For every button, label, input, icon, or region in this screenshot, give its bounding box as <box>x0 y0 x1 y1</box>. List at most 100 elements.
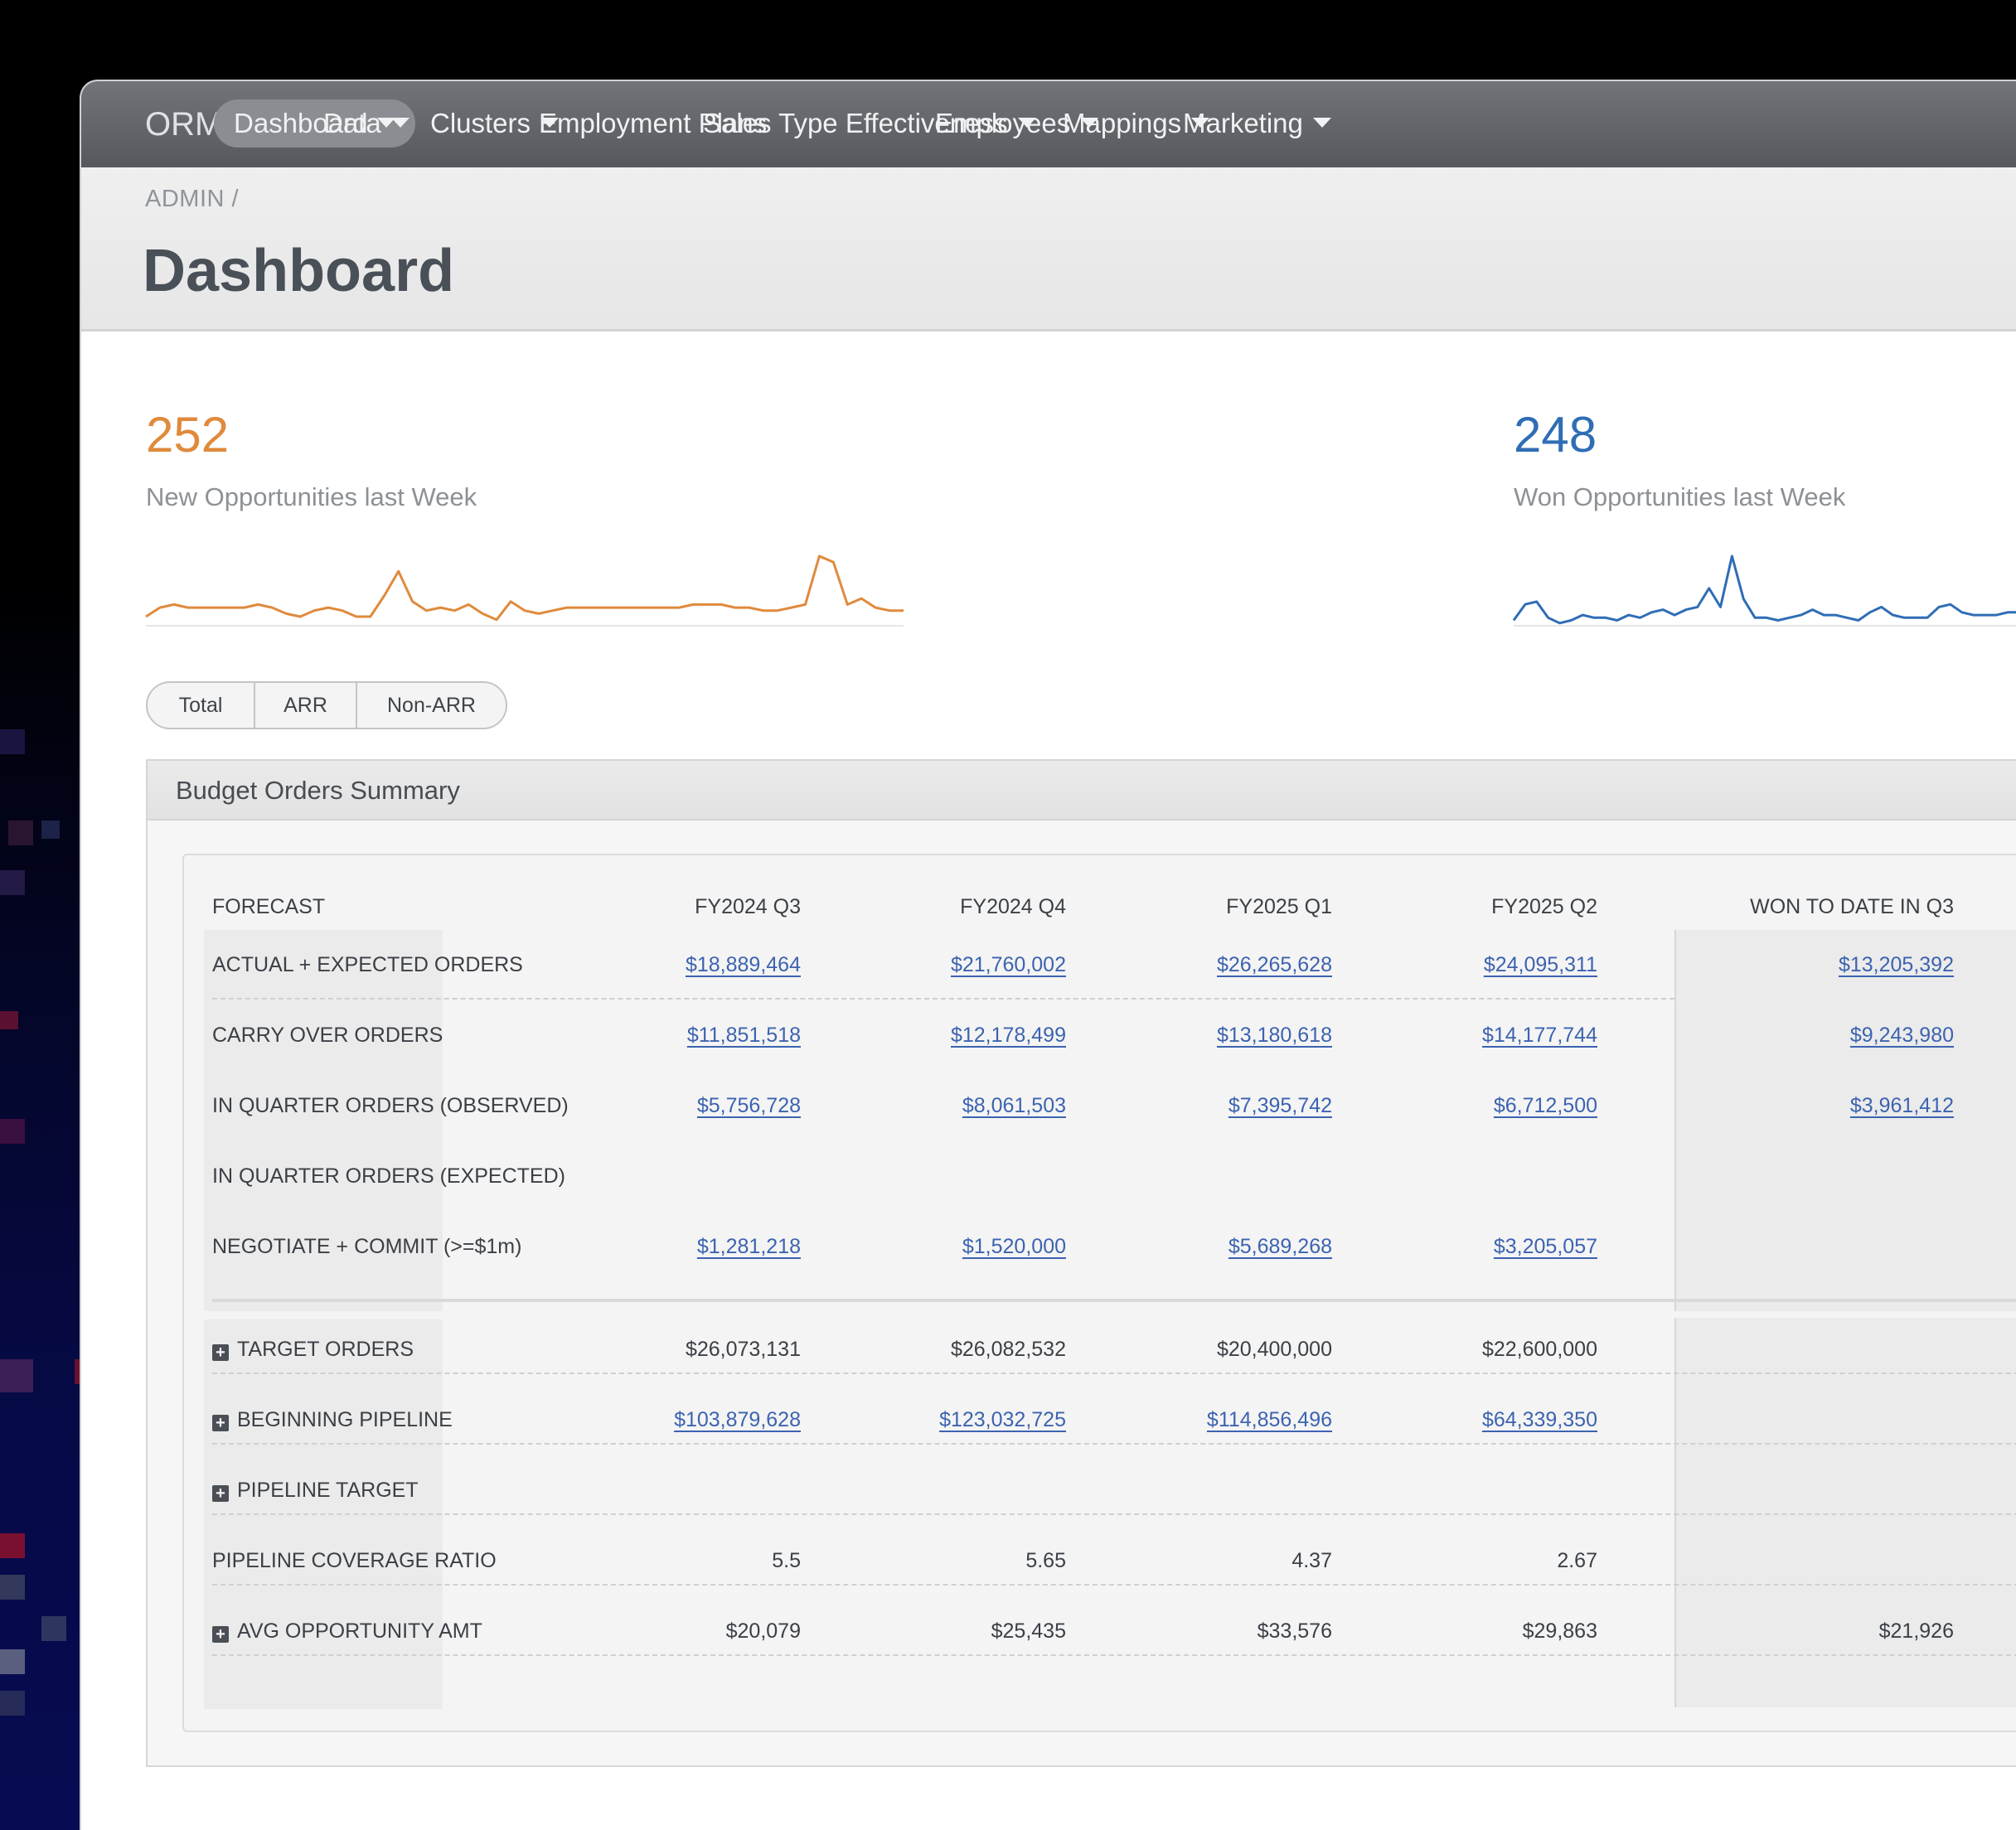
expand-plus-icon[interactable]: + <box>212 1415 229 1431</box>
expand-plus-icon[interactable]: + <box>212 1344 229 1361</box>
nav-item-sales-type-effectiveness[interactable]: Sales Type Effectiveness <box>703 99 1036 148</box>
top-navbar: ORM Dashboard Data Clusters Employment Plan… <box>81 81 2016 167</box>
nav-item-mappings[interactable]: Mappings <box>1063 99 1210 148</box>
nav-item-label: Clusters <box>430 108 531 138</box>
column-header: FY2024 Q3 <box>695 895 801 918</box>
row-divider <box>212 1372 2016 1374</box>
value-link[interactable]: $26,265,628 <box>1216 953 1332 976</box>
background-pixel <box>0 1119 25 1144</box>
background-pixel <box>0 1533 25 1558</box>
background-pixel <box>0 1575 25 1600</box>
sparkline-series <box>1512 554 2016 625</box>
row-label-text: PIPELINE COVERAGE RATIO <box>212 1549 497 1572</box>
nav-item-label: Employees <box>935 108 1071 138</box>
value-cell: $26,073,131 <box>685 1338 801 1361</box>
expand-plus-icon[interactable]: + <box>212 1485 229 1502</box>
value-link[interactable]: $64,339,350 <box>1481 1408 1597 1431</box>
nav-item-label: Sales Type Effectiveness <box>703 108 1008 138</box>
won-column-shade <box>1674 1318 2016 1707</box>
value-cell: $22,600,000 <box>1481 1338 1597 1361</box>
value-link[interactable]: $6,712,500 <box>1493 1094 1597 1117</box>
value-cell: $21,926 <box>1878 1619 1954 1643</box>
value-link[interactable]: $114,856,496 <box>1206 1408 1332 1431</box>
row-divider <box>212 998 1674 1000</box>
nav-item-employment-plans[interactable]: Employment Plans <box>539 99 767 148</box>
caret-down-icon <box>1312 118 1331 128</box>
won-column-shade <box>1674 930 2016 1311</box>
sparkline-series <box>145 554 904 622</box>
segment-non-arr-button[interactable]: Non-ARR <box>387 694 476 717</box>
value-cell: $25,435 <box>991 1619 1066 1643</box>
column-header: FORECAST <box>212 895 326 918</box>
value-link[interactable]: $5,756,728 <box>696 1094 801 1117</box>
value-link[interactable]: $7,395,742 <box>1228 1094 1332 1117</box>
value-link[interactable]: $11,851,518 <box>686 1024 801 1047</box>
page-header <box>81 167 2016 332</box>
caret-down-icon <box>1017 118 1036 128</box>
background-pixel <box>0 1011 18 1029</box>
value-link[interactable]: $3,205,057 <box>1493 1235 1597 1258</box>
background-pixel <box>0 1359 33 1392</box>
value-link[interactable]: $13,205,392 <box>1838 953 1954 976</box>
nav-item-employees[interactable]: Employees <box>935 99 1099 148</box>
value-link[interactable]: $5,689,268 <box>1228 1235 1332 1258</box>
brand-logo[interactable]: ORM <box>145 106 223 143</box>
nav-item-label: Dashboard <box>234 108 368 138</box>
value-link[interactable]: $21,760,002 <box>950 953 1066 976</box>
value-cell: $20,079 <box>725 1619 801 1643</box>
nav-item-data[interactable]: Data <box>323 99 410 148</box>
new-opportunities-count: 252 <box>146 407 230 462</box>
nav-item-clusters[interactable]: Clusters <box>430 99 560 148</box>
row-label: NEGOTIATE + COMMIT (>=$1m) <box>212 1235 522 1258</box>
breadcrumb[interactable]: ADMIN / <box>145 186 240 212</box>
nav-item-marketing[interactable]: Marketing <box>1183 99 1331 148</box>
value-link[interactable]: $1,520,000 <box>962 1235 1066 1258</box>
background-pixel <box>41 821 60 839</box>
segment-arr-button[interactable]: ARR <box>255 683 357 728</box>
value-cell: $26,082,532 <box>950 1338 1066 1361</box>
column-header: FY2025 Q1 <box>1226 895 1332 918</box>
value-cell: 5.5 <box>772 1549 801 1572</box>
segment-total-button[interactable]: Total <box>148 683 255 728</box>
row-divider <box>212 1513 2016 1515</box>
panel-title: Budget Orders Summary <box>176 776 460 805</box>
value-cell: 4.37 <box>1292 1549 1332 1572</box>
value-link[interactable]: $24,095,311 <box>1483 953 1597 976</box>
nav-item-label: Marketing <box>1183 108 1303 138</box>
row-label-text: PIPELINE TARGET <box>237 1479 419 1502</box>
value-link[interactable]: $3,961,412 <box>1849 1094 1954 1117</box>
value-cell: 2.67 <box>1557 1549 1597 1572</box>
value-link[interactable]: $8,061,503 <box>962 1094 1066 1117</box>
value-link[interactable]: $18,889,464 <box>685 953 801 976</box>
revenue-type-toggle: Total ARR Non-ARR <box>146 681 507 729</box>
expand-plus-icon[interactable]: + <box>212 1626 229 1643</box>
value-cell: $33,576 <box>1257 1619 1332 1643</box>
nav-item-label: Data <box>323 108 381 138</box>
value-link[interactable]: $12,178,499 <box>950 1024 1066 1047</box>
background-pixel <box>0 870 25 895</box>
background-pixel <box>0 1649 25 1674</box>
column-header: FY2024 Q4 <box>960 895 1066 918</box>
value-link[interactable]: $123,032,725 <box>939 1408 1066 1431</box>
summary-table: FORECAST FY2024 Q3 FY2024 Q4 FY2025 Q1 FY202… <box>182 854 2016 1732</box>
value-link[interactable]: $9,243,980 <box>1849 1024 1954 1047</box>
value-link[interactable]: $1,281,218 <box>696 1235 801 1258</box>
row-divider <box>212 1654 2016 1656</box>
row-label: IN QUARTER ORDERS (OBSERVED) <box>212 1094 569 1117</box>
row-label-text: AVG OPPORTUNITY AMT <box>237 1619 482 1643</box>
value-cell: 5.65 <box>1025 1549 1066 1572</box>
row-divider <box>212 1584 2016 1586</box>
background-pixel <box>8 821 33 845</box>
app-window: ORM Dashboard Data Clusters Employment Plan… <box>80 80 2016 1830</box>
row-label-text: TARGET ORDERS <box>237 1338 414 1361</box>
value-link[interactable]: $14,177,744 <box>1481 1024 1597 1047</box>
background-pixel <box>0 729 25 754</box>
caret-down-icon <box>540 118 560 128</box>
section-separator <box>212 1299 2016 1302</box>
value-link[interactable]: $13,180,618 <box>1216 1024 1332 1047</box>
nav-item-dashboard[interactable]: Dashboard <box>214 99 416 148</box>
value-link[interactable]: $103,879,628 <box>674 1408 801 1431</box>
column-header: FY2025 Q2 <box>1491 895 1597 918</box>
caret-down-icon <box>1080 118 1099 128</box>
value-cell: $29,863 <box>1522 1619 1597 1643</box>
